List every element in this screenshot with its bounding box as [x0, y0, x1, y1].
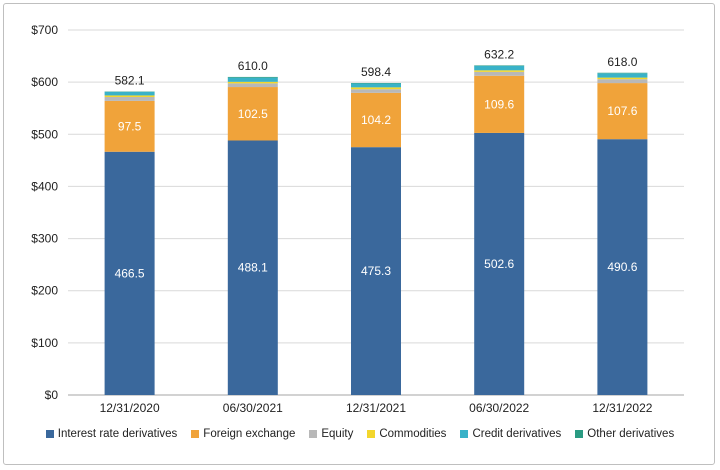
bar-segment [227, 77, 278, 82]
bar-segment [351, 89, 401, 93]
legend-item: Foreign exchange [191, 428, 295, 440]
bar-segment [227, 83, 278, 88]
legend-swatch [575, 430, 584, 438]
bar-segment [597, 139, 648, 395]
y-tick-label: $500 [31, 127, 58, 141]
total-label: 582.1 [115, 73, 145, 87]
data-label: 102.5 [238, 107, 268, 121]
legend-item: Equity [309, 428, 353, 440]
data-label: 490.6 [607, 260, 637, 274]
legend-item: Other derivatives [575, 428, 674, 440]
data-label: 475.3 [361, 264, 391, 278]
legend-label: Other derivatives [587, 428, 675, 440]
legend-label: Equity [321, 428, 354, 440]
legend-item: Interest rate derivatives [45, 428, 178, 440]
y-tick-label: $100 [31, 336, 58, 350]
bar-segment [474, 132, 525, 395]
x-tick-label: 12/31/2022 [592, 401, 652, 415]
bar-segment [597, 73, 648, 78]
data-label: 502.6 [484, 257, 514, 271]
x-tick-label: 06/30/2022 [469, 401, 529, 415]
x-tick-label: 06/30/2021 [223, 401, 283, 415]
bar-segment [351, 92, 401, 148]
data-label: 104.2 [361, 113, 391, 127]
y-tick-label: $700 [31, 23, 58, 37]
total-label: 632.2 [484, 47, 514, 61]
bar-segment [597, 77, 648, 80]
bar-segment [227, 81, 278, 84]
bar-segment [474, 70, 525, 72]
total-label: 618.0 [607, 55, 637, 69]
bar-segment [104, 91, 155, 96]
legend-item: Commodities [367, 428, 446, 440]
bar-segment [351, 87, 401, 90]
bar-segment [474, 71, 525, 76]
total-label: 610.0 [238, 59, 268, 73]
chart-legend: Interest rate derivatives Foreign exchang… [0, 428, 720, 440]
bar-segment [474, 75, 525, 133]
y-tick-label: $0 [45, 388, 59, 402]
x-tick-label: 12/31/2020 [100, 401, 160, 415]
bar-segment [104, 97, 155, 101]
bar-segment [597, 83, 648, 140]
bar-segment [597, 79, 648, 84]
legend-swatch [191, 430, 200, 438]
bar-segment [227, 140, 278, 395]
data-label: 97.5 [118, 119, 142, 133]
legend-label: Credit derivatives [472, 428, 562, 440]
legend-label: Interest rate derivatives [57, 428, 178, 440]
bar-segment [227, 76, 278, 78]
legend-swatch [309, 430, 318, 438]
data-label: 107.6 [607, 104, 637, 118]
legend-label: Foreign exchange [203, 428, 296, 440]
legend-label: Commodities [379, 428, 447, 440]
bar-segment [474, 65, 525, 71]
legend-swatch [367, 430, 376, 438]
bar-segment [104, 95, 155, 98]
data-label: 109.6 [484, 97, 514, 111]
legend-item: Credit derivatives [460, 428, 561, 440]
y-tick-label: $400 [31, 179, 58, 193]
bar-segment [474, 65, 525, 66]
total-label: 598.4 [361, 65, 391, 79]
data-label: 466.5 [115, 266, 145, 280]
y-tick-label: $600 [31, 75, 58, 89]
legend-swatch [460, 430, 469, 438]
data-label: 488.1 [238, 261, 268, 275]
y-tick-label: $200 [31, 284, 58, 298]
stacked-bar-chart: $0 $100 $200 $300 $400 $500 $600 $700 466.5 97.5 5… [31, 23, 684, 415]
legend-swatch [45, 430, 54, 438]
bar-segment [597, 72, 648, 74]
x-tick-label: 12/31/2021 [346, 401, 406, 415]
y-tick-label: $300 [31, 232, 58, 246]
bar-segment [104, 151, 155, 395]
bar-segment [227, 87, 278, 141]
bar-segment [351, 83, 401, 88]
bar-segment [351, 147, 401, 395]
bar-segment [104, 100, 155, 152]
